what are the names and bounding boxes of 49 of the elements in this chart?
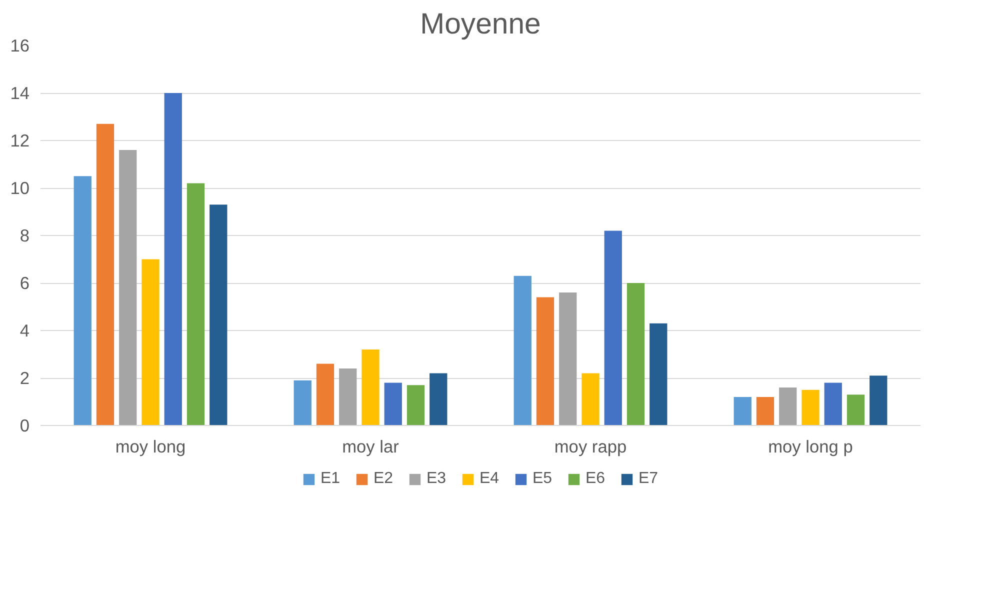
bar <box>74 176 92 426</box>
bar <box>779 388 797 426</box>
x-tick-label: moy rapp <box>554 436 627 456</box>
legend-label: E4 <box>480 470 500 488</box>
legend-label: E5 <box>532 470 552 488</box>
y-tick-label: 4 <box>20 320 30 340</box>
bar <box>824 382 842 426</box>
bar <box>536 297 554 426</box>
legend-label: E3 <box>426 470 446 488</box>
bar <box>210 204 228 426</box>
bar <box>406 385 425 426</box>
bar <box>734 397 752 426</box>
x-tick-label: moy long <box>115 436 186 456</box>
bar <box>650 323 668 426</box>
y-tick-label: 6 <box>20 273 30 293</box>
bar <box>142 259 160 426</box>
bar <box>870 376 888 426</box>
y-tick-label: 10 <box>10 178 30 198</box>
bar <box>514 276 532 426</box>
bar <box>384 382 402 426</box>
legend-label: E6 <box>586 470 606 488</box>
y-tick-label: 0 <box>20 416 30 436</box>
legend-label: E2 <box>374 470 394 488</box>
bar <box>96 124 114 426</box>
x-tick-label: moy lar <box>342 436 400 456</box>
bar <box>756 397 774 426</box>
chart-title: Moyenne <box>420 8 541 40</box>
bar <box>582 373 600 426</box>
bar <box>164 93 182 426</box>
bar <box>339 368 357 426</box>
bar <box>846 394 865 426</box>
bar <box>802 390 820 426</box>
bar <box>362 350 380 426</box>
bar <box>119 150 137 426</box>
bar <box>626 283 645 426</box>
x-tick-label: moy long p <box>768 436 853 456</box>
bar <box>604 230 622 426</box>
y-tick-label: 12 <box>10 130 30 150</box>
bar <box>430 373 448 426</box>
y-tick-label: 2 <box>20 368 30 388</box>
bar <box>316 364 334 426</box>
bar <box>186 183 205 426</box>
y-tick-label: 16 <box>10 36 30 56</box>
legend-label: E1 <box>320 470 340 488</box>
y-tick-label: 14 <box>10 83 30 103</box>
bar <box>559 292 577 426</box>
bar <box>294 380 312 426</box>
legend-label: E7 <box>638 470 658 488</box>
y-tick-label: 8 <box>20 226 30 246</box>
